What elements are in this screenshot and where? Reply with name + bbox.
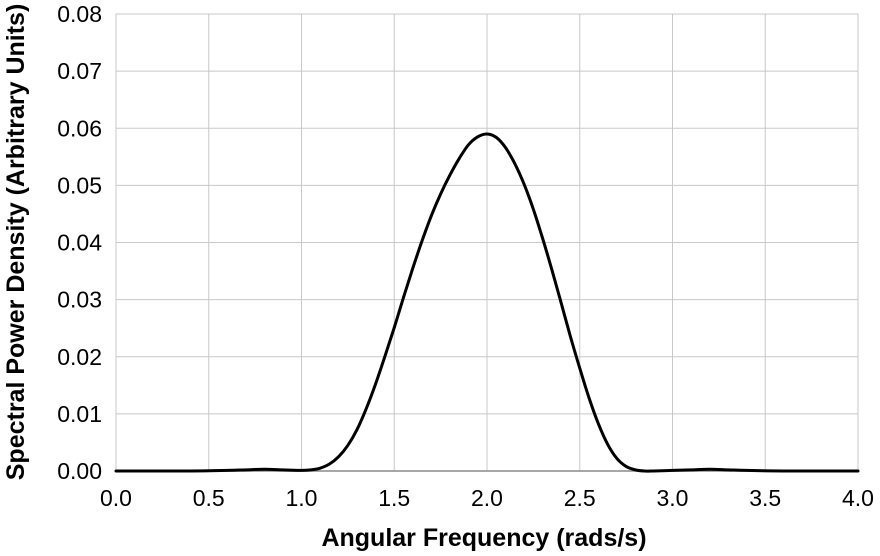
y-tick-label: 0.00 (57, 458, 102, 484)
y-tick-label: 0.07 (57, 58, 102, 84)
x-tick-labels: 0.0 0.5 1.0 1.5 2.0 2.5 3.0 3.5 4.0 (100, 485, 874, 511)
x-tick-label: 3.5 (749, 485, 781, 511)
y-tick-labels: 0.00 0.01 0.02 0.03 0.04 0.05 0.06 0.07 0.08 (57, 1, 102, 484)
x-tick-label: 1.5 (378, 485, 410, 511)
y-tick-label: 0.02 (57, 344, 102, 370)
x-tick-label: 2.0 (471, 485, 503, 511)
y-tick-label: 0.06 (57, 115, 102, 141)
x-tick-label: 2.5 (564, 485, 596, 511)
series-line (114, 132, 860, 473)
x-tick-label: 0.5 (193, 485, 225, 511)
x-axis-title: Angular Frequency (rads/s) (321, 524, 646, 552)
x-tick-label: 4.0 (842, 485, 874, 511)
x-tick-label: 0.0 (100, 485, 132, 511)
y-tick-label: 0.05 (57, 172, 102, 198)
x-tick-label: 1.0 (286, 485, 318, 511)
y-tick-label: 0.03 (57, 287, 102, 313)
y-tick-label: 0.04 (57, 230, 102, 256)
y-tick-label: 0.08 (57, 1, 102, 27)
y-tick-label: 0.01 (57, 401, 102, 427)
x-tick-label: 3.0 (657, 485, 689, 511)
y-axis-title: Spectral Power Density (Arbitrary Units) (2, 4, 30, 481)
grid (115, 13, 859, 472)
